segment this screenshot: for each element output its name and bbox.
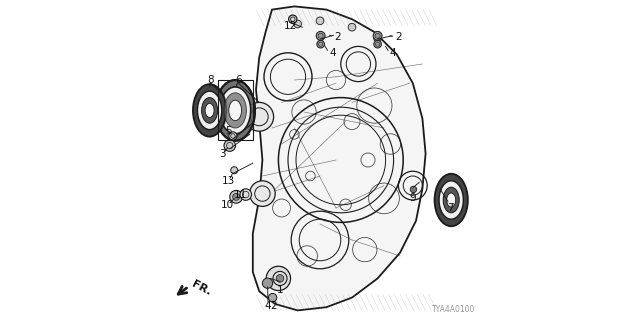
Text: 4: 4 bbox=[390, 48, 396, 58]
Text: 10: 10 bbox=[221, 200, 234, 210]
Text: 7: 7 bbox=[447, 203, 454, 213]
Text: 11: 11 bbox=[234, 190, 246, 200]
Ellipse shape bbox=[443, 187, 460, 213]
Text: 2: 2 bbox=[270, 300, 277, 311]
Circle shape bbox=[374, 35, 381, 42]
Circle shape bbox=[233, 193, 240, 200]
Circle shape bbox=[294, 20, 301, 28]
Circle shape bbox=[244, 102, 274, 131]
Text: 2: 2 bbox=[396, 32, 402, 42]
Circle shape bbox=[269, 293, 277, 302]
Circle shape bbox=[266, 266, 291, 291]
Text: 4: 4 bbox=[265, 300, 271, 311]
Circle shape bbox=[229, 132, 237, 140]
Circle shape bbox=[273, 271, 287, 285]
Bar bbox=[218, 80, 253, 140]
Circle shape bbox=[373, 31, 382, 40]
Circle shape bbox=[317, 40, 324, 48]
Text: 13: 13 bbox=[222, 176, 236, 186]
Circle shape bbox=[230, 190, 243, 203]
Circle shape bbox=[316, 31, 325, 40]
Text: 1: 1 bbox=[276, 284, 284, 295]
Ellipse shape bbox=[447, 193, 456, 207]
Text: 6: 6 bbox=[235, 75, 242, 85]
Circle shape bbox=[289, 15, 297, 23]
Circle shape bbox=[276, 275, 284, 282]
Circle shape bbox=[262, 278, 273, 288]
Ellipse shape bbox=[202, 98, 218, 123]
Text: 8: 8 bbox=[207, 75, 214, 85]
Text: 3: 3 bbox=[219, 148, 226, 159]
Ellipse shape bbox=[220, 87, 251, 134]
Ellipse shape bbox=[435, 174, 468, 226]
Circle shape bbox=[231, 167, 238, 174]
Circle shape bbox=[316, 17, 324, 25]
Text: FR.: FR. bbox=[189, 279, 212, 297]
Circle shape bbox=[250, 181, 275, 206]
Text: TYA4A0100: TYA4A0100 bbox=[432, 305, 475, 314]
Ellipse shape bbox=[215, 80, 255, 141]
Circle shape bbox=[348, 23, 356, 31]
Polygon shape bbox=[253, 6, 426, 310]
Ellipse shape bbox=[197, 91, 222, 130]
Ellipse shape bbox=[224, 93, 246, 128]
Circle shape bbox=[224, 140, 236, 151]
Circle shape bbox=[374, 40, 381, 48]
Text: 12: 12 bbox=[284, 20, 297, 31]
Ellipse shape bbox=[229, 100, 242, 121]
Text: 2: 2 bbox=[334, 32, 341, 42]
Text: 9: 9 bbox=[410, 193, 416, 204]
Text: 5: 5 bbox=[225, 126, 232, 136]
Ellipse shape bbox=[439, 181, 463, 219]
Circle shape bbox=[240, 189, 252, 200]
Ellipse shape bbox=[193, 84, 227, 137]
Ellipse shape bbox=[205, 103, 214, 117]
Text: 4: 4 bbox=[329, 48, 335, 58]
Circle shape bbox=[410, 186, 417, 193]
